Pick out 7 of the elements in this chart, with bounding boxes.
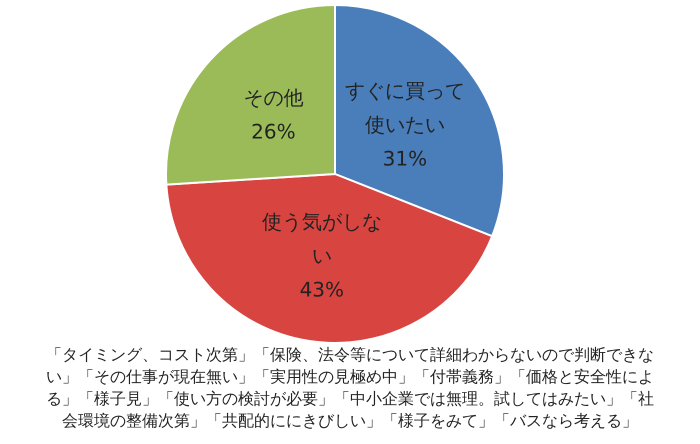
slice-label: その他: [243, 85, 304, 110]
data-label: 26%: [251, 119, 296, 144]
text: 「タイミング、コスト次第」「保険、法令等について詳細わからないので判断できない」「その仕事が現在無い」「実用性の見極め中」「付帯義務」「価格と安全性による」「様子見」「使い方の検討が必要」「中小企業では無理。試してはみたい」「社会環境の整備次第」「共配的ににきびしい」「様子をみて」「バスなら考える」: [45, 344, 655, 432]
data-label: 31%: [382, 146, 428, 171]
slice-label: すぐに買って使いたい: [344, 78, 465, 137]
data-label: 43%: [300, 278, 344, 302]
slice-label: 使う気がしない: [262, 210, 382, 268]
